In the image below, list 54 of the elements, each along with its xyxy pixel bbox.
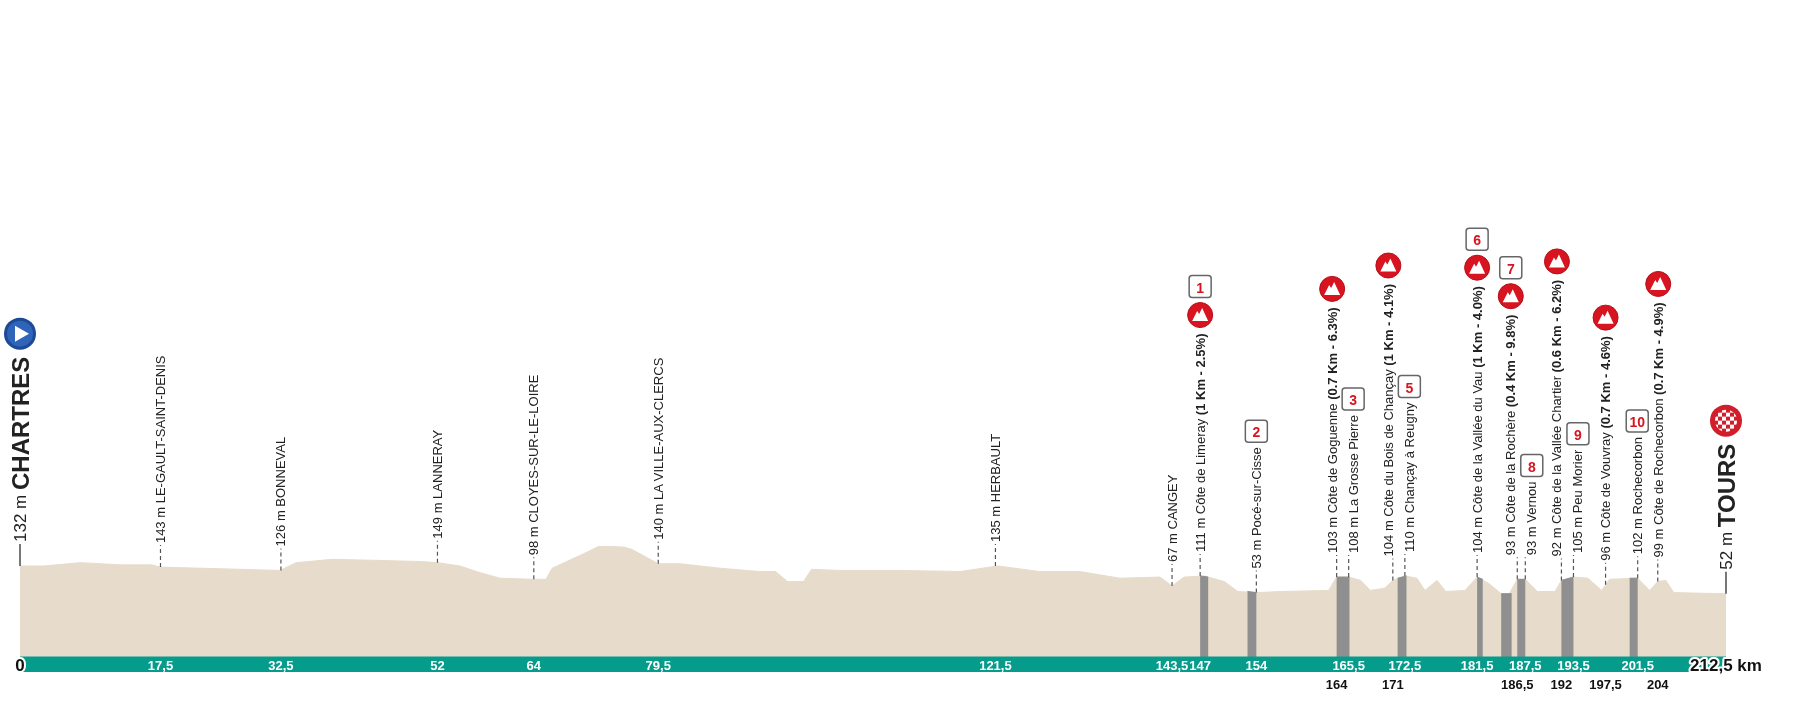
x2-tick-label: 197,5	[1589, 676, 1622, 692]
x2-tick-label: 171	[1381, 676, 1404, 692]
annotation: 149 m LANNERAY	[429, 429, 445, 539]
annotation: 140 m LA VILLE-AUX-CLERCS	[650, 357, 666, 540]
text: 10	[1629, 414, 1646, 431]
text: 3	[1349, 392, 1358, 409]
x2-tick-label: 204	[1646, 676, 1670, 692]
annotation: 98 m CLOYES-SUR-LE-LOIRE	[526, 374, 542, 556]
text: 7	[1506, 260, 1515, 277]
x-tick-label: 181,5	[1460, 657, 1494, 673]
x-tick-label: 0	[15, 655, 25, 675]
x2-tick-label: 186,5	[1500, 676, 1534, 692]
annotation: 53 m Pocé-sur-Cisse	[1248, 447, 1264, 569]
x-tick-label: 193,5	[1557, 657, 1590, 673]
annotation: 105 m Peu Morier	[1570, 449, 1586, 554]
annotation: 135 m HERBAULT	[987, 433, 1003, 542]
annotation: 132 m CHARTRES	[6, 356, 34, 542]
x2-tick-label: 192	[1550, 676, 1573, 692]
annotation: 52 m TOURS	[1712, 443, 1740, 570]
annotation: 104 m Côte du Bois de Chançay (1 Km - 4.1%)	[1380, 283, 1396, 557]
x-tick-label: 201,5	[1621, 657, 1654, 673]
annotation: 92 m Côte de la Vallée Chartier (0.6 Km - 6.2%)	[1549, 279, 1565, 557]
annotation: 96 m Côte de Vouvray (0.7 Km - 4.6%)	[1598, 336, 1614, 561]
x-tick-label: 143,5	[1155, 657, 1189, 673]
annotation: 93 m Vernou	[1524, 481, 1540, 556]
x-tick-label: 172,5	[1388, 657, 1422, 673]
annotation: 104 m Côte de la Vallée du Vau (1 Km - 4.0%)	[1469, 286, 1485, 554]
text: 2	[1252, 424, 1261, 441]
x-tick-label: 79,5	[645, 657, 671, 673]
x-tick-label: 64	[526, 657, 542, 673]
annotation: 102 m Rochecorbon	[1629, 437, 1645, 555]
annotation: 143 m LE-GAULT-SAINT-DENIS	[152, 355, 168, 544]
annotation: 93 m Côte de la Rochère (0.4 Km - 9.8%)	[1503, 314, 1519, 556]
annotation: 111 m Côte de Limeray (1 Km - 2.5%)	[1192, 333, 1208, 552]
text: 8	[1527, 458, 1536, 475]
text: 5	[1405, 379, 1414, 396]
x-tick-label: 165,5	[1332, 657, 1365, 673]
x-tick-label: 17,5	[147, 657, 174, 673]
text: 9	[1574, 426, 1583, 443]
x2-tick-label: 164	[1325, 676, 1349, 692]
x-tick-label: 121,5	[979, 657, 1012, 673]
x-tick-label: 187,5	[1509, 657, 1542, 673]
annotation: 110 m Chançay à Reugny	[1401, 402, 1417, 552]
x-tick-label: 147	[1189, 657, 1211, 673]
x-tick-label: 32,5	[268, 657, 294, 673]
text: 6	[1473, 232, 1482, 249]
annotation: 103 m Côte de Goguenne (0.7 Km - 6.3%)	[1324, 307, 1340, 554]
annotation: 67 m CANGEY	[1164, 474, 1180, 562]
x-tick-label: 52	[430, 657, 445, 673]
annotation: 99 m Côte de Rochecorbon (0.7 Km - 4.9%)	[1650, 302, 1666, 558]
annotation: 108 m La Grosse Pierre	[1345, 415, 1361, 554]
text: 1	[1196, 279, 1205, 296]
x-tick-label: 154	[1245, 657, 1268, 673]
annotation: 126 m BONNEVAL	[273, 436, 289, 547]
